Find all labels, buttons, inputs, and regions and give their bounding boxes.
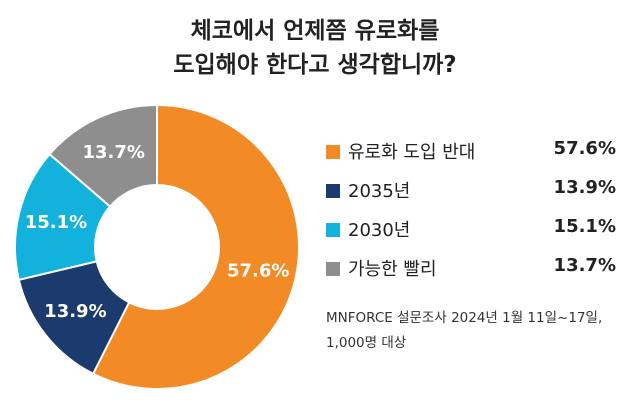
legend-value-2035: 13.9%: [553, 177, 616, 198]
chart-title-line-1: 체코에서 언제쯤 유로화를: [190, 18, 440, 44]
legend-label-2035: 2035년: [348, 181, 411, 202]
legend-item-oppose: 유로화 도입 반대 57.6%: [326, 136, 616, 175]
donut-label-asap: 13.7%: [83, 142, 145, 163]
source-line-2: 1,000명 대상: [326, 335, 407, 351]
source-line-1: MNFORCE 설문조사 2024년 1월 11일~17일,: [326, 310, 603, 326]
legend-swatch-2035: [326, 184, 340, 198]
donut-slice-asap: [48, 103, 158, 208]
source-note: MNFORCE 설문조사 2024년 1월 11일~17일, 1,000명 대상: [326, 306, 626, 356]
legend-label-2030: 2030년: [348, 220, 411, 241]
legend-item-asap: 가능한 빨리 13.7%: [326, 253, 616, 292]
legend-swatch-2030: [326, 223, 340, 237]
donut-slice-oppose: [91, 103, 300, 390]
legend-value-asap: 13.7%: [553, 255, 616, 276]
donut-label-oppose: 57.6%: [227, 261, 289, 282]
chart-title-line-2: 도입해야 한다고 생각합니까?: [173, 52, 457, 78]
legend-item-2035: 2035년 13.9%: [326, 175, 616, 214]
legend-swatch-asap: [326, 262, 340, 276]
legend: 유로화 도입 반대 57.6% 2035년 13.9% 2030년 15.1% …: [326, 136, 616, 292]
legend-value-oppose: 57.6%: [553, 138, 616, 159]
chart-title: 체코에서 언제쯤 유로화를 도입해야 한다고 생각합니까?: [0, 14, 630, 82]
legend-swatch-oppose: [326, 145, 340, 159]
donut-slice-2030: [14, 152, 112, 282]
donut-label-2030: 15.1%: [25, 212, 87, 233]
legend-value-2030: 15.1%: [553, 216, 616, 237]
donut-label-2035: 13.9%: [44, 301, 106, 322]
legend-label-asap: 가능한 빨리: [348, 259, 437, 280]
legend-item-2030: 2030년 15.1%: [326, 214, 616, 253]
legend-label-oppose: 유로화 도입 반대: [348, 142, 476, 163]
